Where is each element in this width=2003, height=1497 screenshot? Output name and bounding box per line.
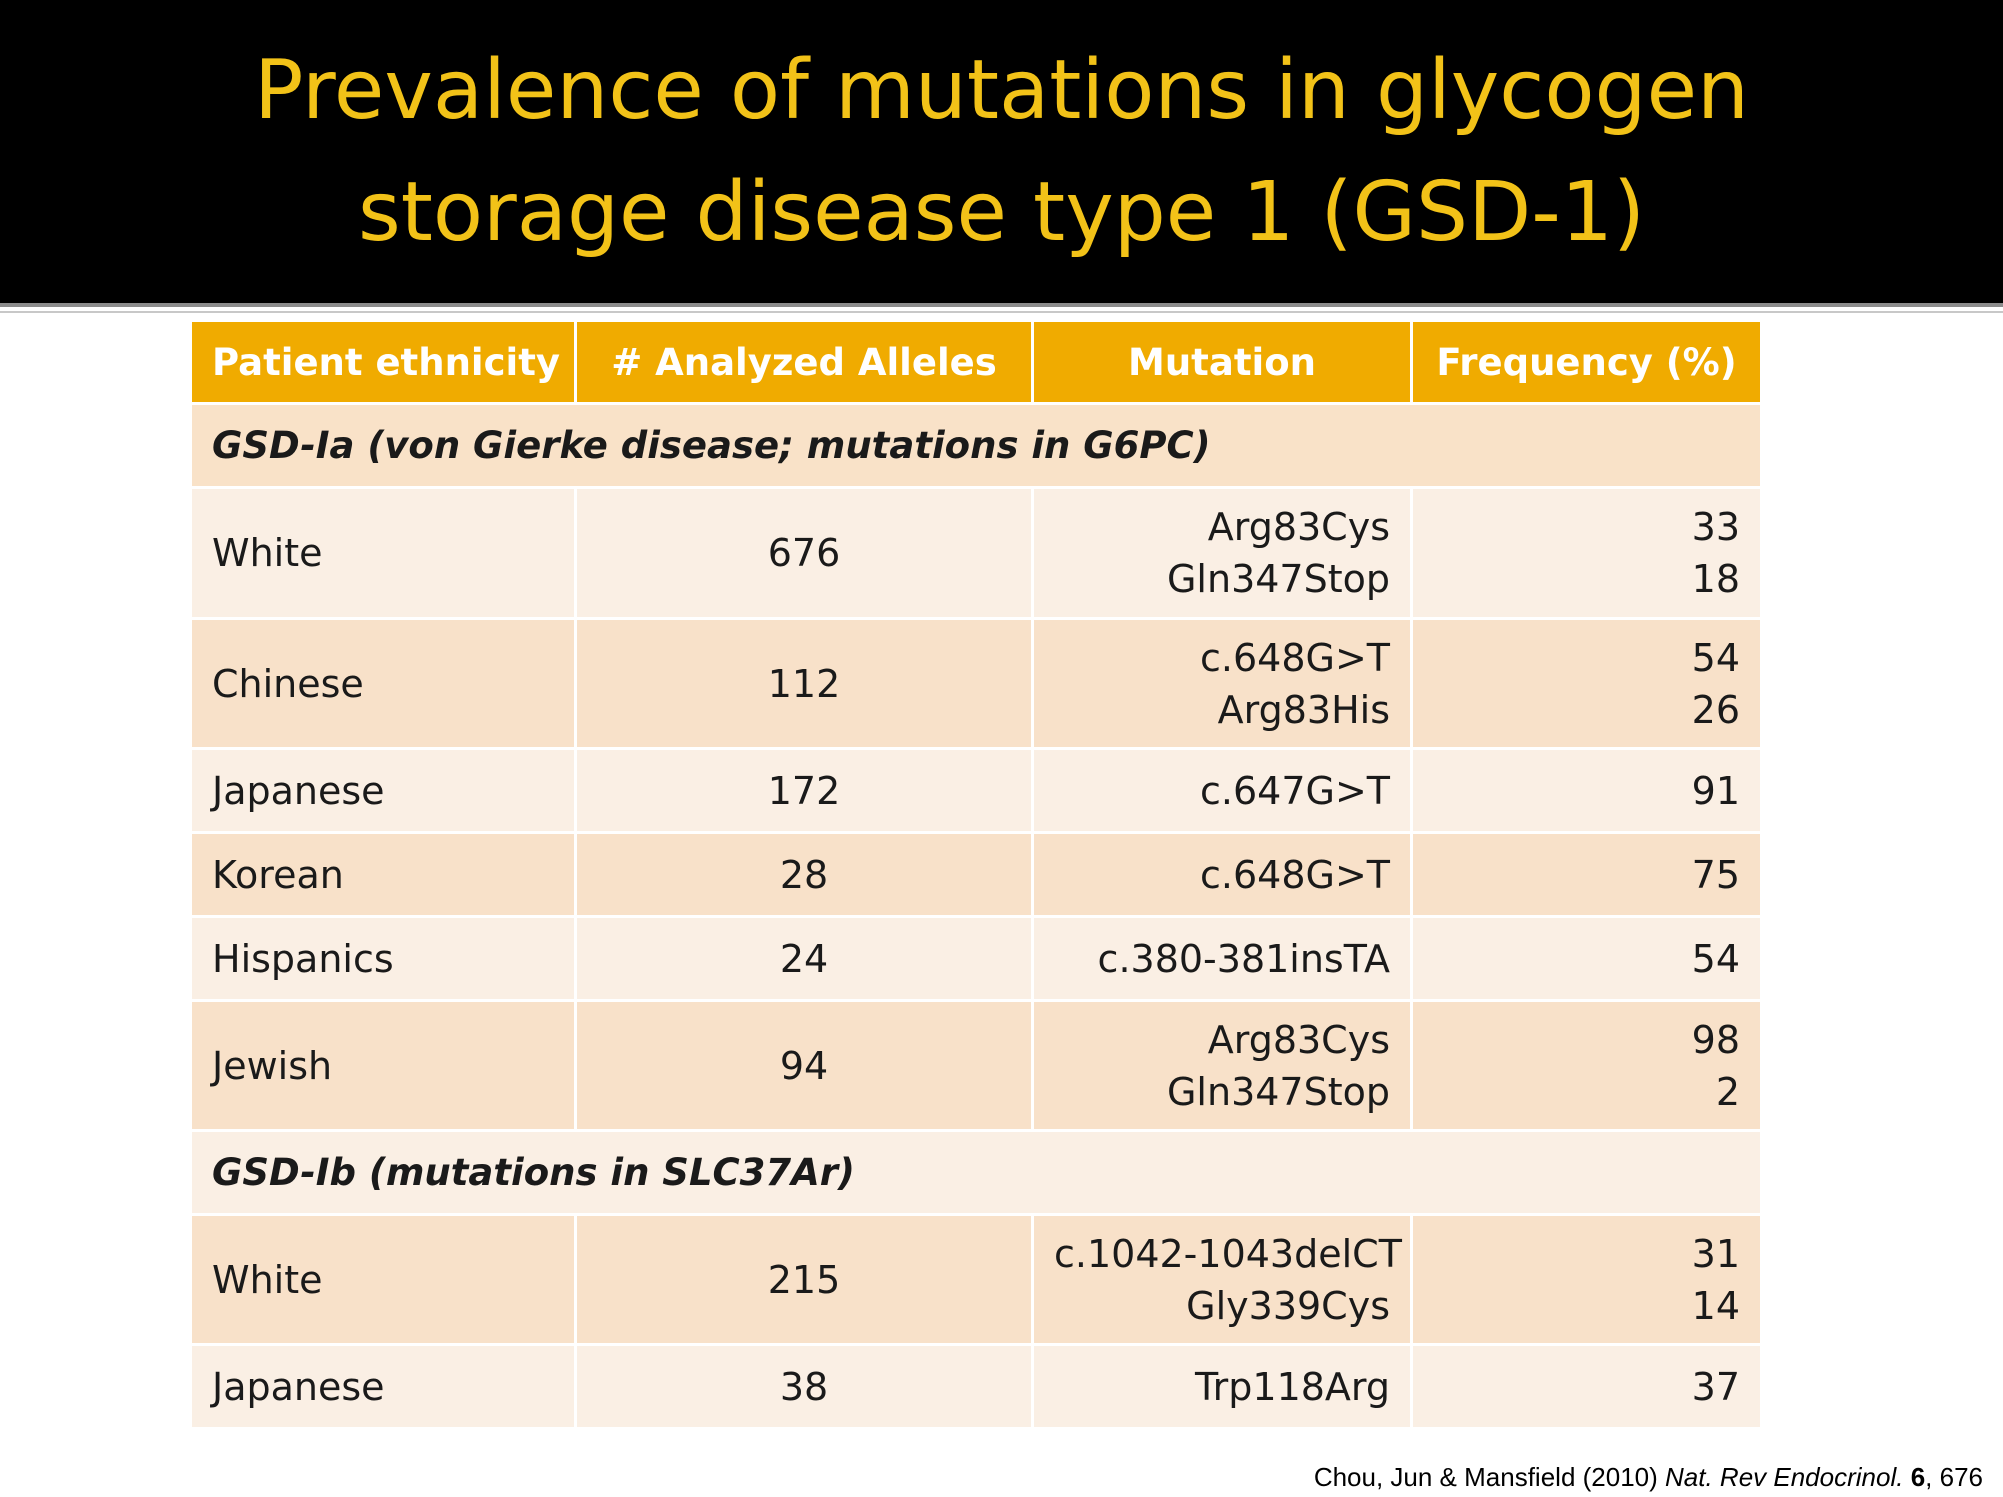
cell-frequency: 31 14: [1410, 1213, 1763, 1346]
divider-rule-thin: [0, 311, 2003, 313]
section-row-gsd-ia: GSD-Ia (von Gierke disease; mutations in…: [189, 402, 1763, 489]
frequency-value: 33: [1691, 505, 1740, 549]
header-frequency: Frequency (%): [1410, 319, 1763, 405]
cell-mutation: Arg83Cys Gln347Stop: [1031, 486, 1413, 620]
cell-alleles: 38: [574, 1343, 1034, 1430]
cell-alleles: 112: [574, 617, 1034, 750]
mutation-value: c.380-381insTA: [1097, 936, 1390, 981]
mutation-value: Gly339Cys: [1186, 1283, 1390, 1328]
citation-volume: 6: [1910, 1462, 1926, 1492]
divider-rule: [0, 303, 2003, 307]
frequency-value: 75: [1691, 852, 1740, 897]
cell-mutation: c.1042-1043delCT Gly339Cys: [1031, 1213, 1413, 1346]
section-label-gsd-ia: GSD-Ia (von Gierke disease; mutations in…: [189, 402, 1763, 489]
cell-alleles: 215: [574, 1213, 1034, 1346]
cell-alleles: 172: [574, 747, 1034, 834]
cell-frequency: 54: [1410, 915, 1763, 1002]
title-band: Prevalence of mutations in glycogen stor…: [0, 0, 2003, 303]
mutation-value: Trp118Arg: [1195, 1364, 1390, 1409]
mutation-value: Arg83Cys: [1207, 505, 1390, 549]
cell-frequency: 54 26: [1410, 617, 1763, 750]
table-row: Hispanics 24 c.380-381insTA 54: [189, 915, 1763, 1002]
mutation-value: Gln347Stop: [1166, 1069, 1390, 1114]
table-row: Jewish 94 Arg83Cys Gln347Stop 98 2: [189, 999, 1763, 1132]
table-row: White 676 Arg83Cys Gln347Stop 33 18: [189, 486, 1763, 620]
frequency-value: 14: [1691, 1283, 1740, 1328]
cell-ethnicity: Japanese: [189, 747, 577, 834]
mutation-value: Arg83His: [1217, 687, 1390, 732]
citation-page: , 676: [1925, 1462, 1983, 1492]
cell-frequency: 75: [1410, 831, 1763, 918]
section-row-gsd-ib: GSD-Ib (mutations in SLC37Ar): [189, 1129, 1763, 1216]
cell-ethnicity: Hispanics: [189, 915, 577, 1002]
citation-authors: Chou, Jun & Mansfield (2010): [1313, 1462, 1666, 1492]
mutation-value: Gln347Stop: [1166, 557, 1390, 601]
cell-alleles: 28: [574, 831, 1034, 918]
table-row: Korean 28 c.648G>T 75: [189, 831, 1763, 918]
cell-frequency: 37: [1410, 1343, 1763, 1430]
cell-mutation: c.648G>T: [1031, 831, 1413, 918]
table-row: Japanese 38 Trp118Arg 37: [189, 1343, 1763, 1430]
table-header-row: Patient ethnicity # Analyzed Alleles Mut…: [189, 319, 1763, 405]
frequency-value: 54: [1691, 635, 1740, 680]
cell-ethnicity: White: [189, 486, 577, 620]
mutation-table: Patient ethnicity # Analyzed Alleles Mut…: [189, 319, 1763, 1430]
cell-ethnicity: Korean: [189, 831, 577, 918]
header-mutation: Mutation: [1031, 319, 1413, 405]
cell-mutation: Trp118Arg: [1031, 1343, 1413, 1430]
frequency-value: 31: [1691, 1231, 1740, 1276]
frequency-value: 98: [1691, 1017, 1740, 1062]
mutation-value: c.648G>T: [1200, 852, 1390, 897]
cell-alleles: 94: [574, 999, 1034, 1132]
section-label-gsd-ib: GSD-Ib (mutations in SLC37Ar): [189, 1129, 1763, 1216]
frequency-value: 26: [1691, 687, 1740, 732]
cell-ethnicity: Jewish: [189, 999, 577, 1132]
cell-alleles: 24: [574, 915, 1034, 1002]
header-alleles: # Analyzed Alleles: [574, 319, 1034, 405]
cell-frequency: 98 2: [1410, 999, 1763, 1132]
frequency-value: 2: [1715, 1069, 1740, 1114]
mutation-value: c.647G>T: [1200, 768, 1390, 813]
cell-mutation: Arg83Cys Gln347Stop: [1031, 999, 1413, 1132]
mutation-value: c.1042-1043delCT: [1054, 1231, 1402, 1276]
slide-title-line-1: Prevalence of mutations in glycogen: [253, 42, 1750, 138]
frequency-value: 54: [1691, 936, 1740, 981]
table-row: Japanese 172 c.647G>T 91: [189, 747, 1763, 834]
cell-mutation: c.380-381insTA: [1031, 915, 1413, 1002]
citation-journal: Nat. Rev Endocrinol.: [1665, 1462, 1904, 1492]
table-row: White 215 c.1042-1043delCT Gly339Cys 31 …: [189, 1213, 1763, 1346]
cell-ethnicity: White: [189, 1213, 577, 1346]
table-row: Chinese 112 c.648G>T Arg83His 54 26: [189, 617, 1763, 750]
slide-title-line-2: storage disease type 1 (GSD-1): [357, 164, 1645, 260]
mutation-value: c.648G>T: [1200, 635, 1390, 680]
frequency-value: 37: [1691, 1364, 1740, 1409]
frequency-value: 91: [1691, 768, 1740, 813]
cell-mutation: c.648G>T Arg83His: [1031, 617, 1413, 750]
citation: Chou, Jun & Mansfield (2010) Nat. Rev En…: [1314, 1462, 1983, 1493]
cell-frequency: 33 18: [1410, 486, 1763, 620]
frequency-value: 18: [1691, 557, 1740, 601]
cell-ethnicity: Japanese: [189, 1343, 577, 1430]
cell-mutation: c.647G>T: [1031, 747, 1413, 834]
cell-frequency: 91: [1410, 747, 1763, 834]
cell-alleles: 676: [574, 486, 1034, 620]
cell-ethnicity: Chinese: [189, 617, 577, 750]
header-ethnicity: Patient ethnicity: [189, 319, 577, 405]
mutation-value: Arg83Cys: [1207, 1017, 1390, 1062]
